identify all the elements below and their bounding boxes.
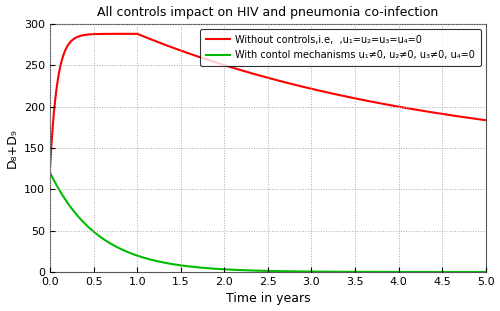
Title: All controls impact on HIV and pneumonia co-infection: All controls impact on HIV and pneumonia… [97, 6, 438, 19]
X-axis label: Time in years: Time in years [226, 292, 310, 305]
Line: Without controls,i.e,  ,u₁=u₂=u₃=u₄=0: Without controls,i.e, ,u₁=u₂=u₃=u₄=0 [50, 34, 486, 167]
With contol mechanisms u₁≠0, u₂≠0, u₃≠0, u₄=0 [70, 207, 75, 211]
Without controls,i.e,  ,u₁=u₂=u₃=u₄=0 [470, 117, 476, 120]
Without controls,i.e,  ,u₁=u₂=u₃=u₄=0 [390, 104, 396, 108]
With contol mechanisms u₁≠0, u₂≠0, u₃≠0, u₄=0 [259, 269, 265, 273]
Without controls,i.e,  ,u₁=u₂=u₃=u₄=0 [482, 118, 488, 122]
With contol mechanisms u₁≠0, u₂≠0, u₃≠0, u₄=0 [248, 269, 254, 272]
Without controls,i.e,  ,u₁=u₂=u₃=u₄=0 [470, 117, 476, 120]
Legend: Without controls,i.e,  ,u₁=u₂=u₃=u₄=0, With contol mechanisms u₁≠0, u₂≠0, u₃≠0, : Without controls,i.e, ,u₁=u₂=u₃=u₄=0, Wi… [200, 29, 481, 66]
Line: With contol mechanisms u₁≠0, u₂≠0, u₃≠0, u₄=0: With contol mechanisms u₁≠0, u₂≠0, u₃≠0,… [50, 173, 486, 272]
With contol mechanisms u₁≠0, u₂≠0, u₃≠0, u₄=0 [470, 270, 476, 274]
Without controls,i.e,  ,u₁=u₂=u₃=u₄=0 [259, 74, 265, 78]
With contol mechanisms u₁≠0, u₂≠0, u₃≠0, u₄=0 [482, 270, 488, 274]
Without controls,i.e,  ,u₁=u₂=u₃=u₄=0 [47, 165, 53, 169]
Y-axis label: D₈+D₉: D₈+D₉ [6, 128, 18, 168]
Without controls,i.e,  ,u₁=u₂=u₃=u₄=0 [134, 32, 140, 36]
With contol mechanisms u₁≠0, u₂≠0, u₃≠0, u₄=0 [390, 270, 396, 274]
With contol mechanisms u₁≠0, u₂≠0, u₃≠0, u₄=0 [470, 270, 476, 274]
Without controls,i.e,  ,u₁=u₂=u₃=u₄=0 [248, 71, 254, 75]
With contol mechanisms u₁≠0, u₂≠0, u₃≠0, u₄=0 [47, 171, 53, 175]
Without controls,i.e,  ,u₁=u₂=u₃=u₄=0 [70, 38, 75, 42]
